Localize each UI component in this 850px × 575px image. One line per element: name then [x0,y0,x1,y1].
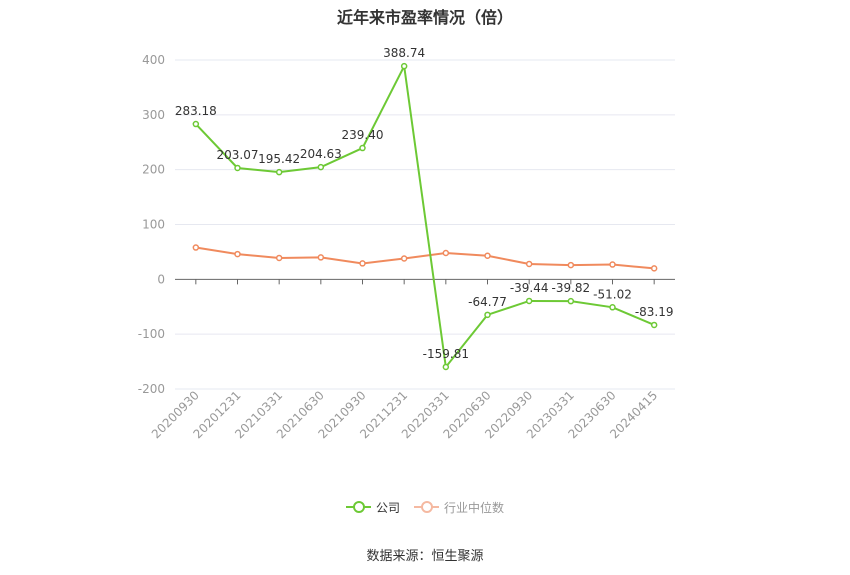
company-point [567,297,575,305]
company-point [609,304,616,311]
company-point [442,363,450,371]
data-label: -51.02 [593,287,632,301]
industry-point [275,254,283,262]
company-point [317,163,325,171]
data-label: -64.77 [468,295,507,309]
y-tick-label: 400 [142,53,165,67]
data-label: 204.63 [300,147,342,161]
industry-point [192,244,200,251]
company-point [275,168,283,176]
industry-line [195,246,655,270]
industry-point [484,252,491,260]
data-label: 283.18 [175,104,217,118]
industry-point [317,254,325,261]
y-axis-ticks: 400 300 200 100 0 -100 -200 [138,53,165,396]
industry-point [609,261,616,268]
legend-item-company[interactable]: 公司 [345,499,400,516]
company-point [525,297,533,305]
data-label: -159.81 [423,347,469,361]
y-tick-label: 300 [142,108,165,122]
company-point [234,164,241,172]
y-tick-label: 100 [142,218,165,232]
industry-point [442,249,450,257]
y-tick-label: 200 [142,163,165,177]
grid-lines [175,59,675,390]
data-label: 195.42 [258,152,300,166]
industry-point [525,260,533,268]
legend-industry-label: 行业中位数 [444,500,505,515]
legend-company-icon [345,500,371,514]
y-tick-label: -200 [138,382,165,396]
data-label: -39.44 [510,281,549,295]
industry-point [650,265,658,272]
company-point [192,120,200,128]
y-tick-label: -100 [138,327,165,341]
data-label: 239.40 [342,128,384,142]
industry-series [192,244,658,272]
x-axis [175,278,675,285]
company-point [359,144,366,152]
industry-point [400,255,408,262]
company-point [400,62,408,70]
legend-industry-icon [414,500,439,514]
legend-item-industry[interactable]: 行业中位数 [414,499,504,516]
data-label: -39.82 [551,281,590,295]
y-tick-label: 0 [157,272,165,286]
company-point [484,311,491,319]
industry-point [567,261,575,269]
company-line [195,62,655,370]
industry-point [359,260,366,267]
company-series [192,62,658,371]
data-label: 203.07 [217,148,259,162]
data-label: 388.74 [383,46,425,60]
x-axis-labels: 2020093020201231202103312021063020210930… [149,388,660,441]
company-point [650,321,658,329]
industry-point [234,250,241,258]
data-label: -83.19 [635,305,674,319]
legend-company-label: 公司 [375,500,400,515]
chart-title: 近年来市盈率情况（倍） [336,8,513,27]
data-source: 数据来源：恒生聚源 [366,549,484,564]
legend: 公司 行业中位数 [0,497,850,517]
